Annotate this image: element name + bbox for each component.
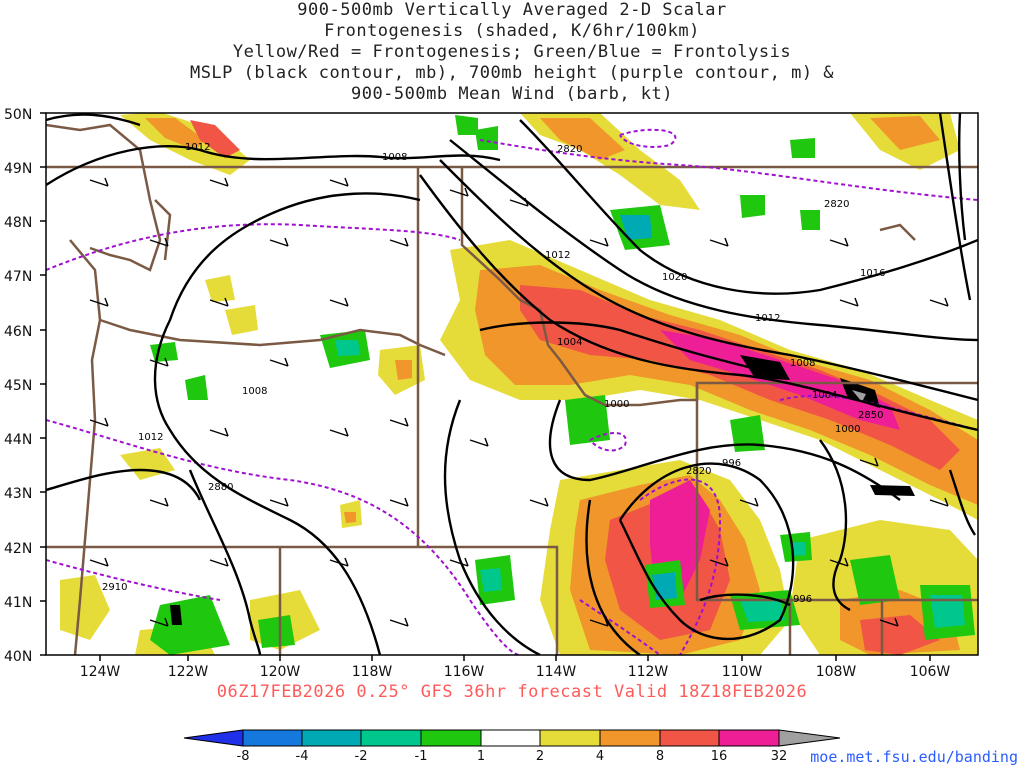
mslp-label: 1012 [138, 432, 163, 443]
lon-label: 118W [352, 664, 393, 680]
colorbar-cell [242, 729, 303, 747]
title-line: 900-500mb Vertically Averaged 2-D Scalar [297, 0, 727, 20]
lat-label: 47N [4, 269, 32, 285]
colorbar-min-arrow [183, 729, 244, 747]
mslp-label: 1000 [835, 424, 860, 435]
mslp-label: 1004 [812, 390, 837, 401]
height-label: 2910 [102, 582, 127, 593]
colorbar-label: 8 [656, 749, 664, 764]
lon-label: 114W [536, 664, 577, 680]
forecast-valid-time: 06Z17FEB2026 0.25° GFS 36hr forecast Val… [216, 682, 808, 702]
height-label: 2880 [208, 482, 233, 493]
latitude-axis: 50N 49N 48N 47N 46N 45N 44N 43N 42N 41N … [4, 107, 46, 665]
colorbar: -8 -4 -2 -1 1 2 4 8 16 32 [183, 729, 841, 764]
mslp-label: 1000 [604, 399, 629, 410]
colorbar-label: 4 [596, 749, 604, 764]
mslp-label: 1012 [185, 142, 210, 153]
height-label: 2820 [686, 466, 711, 477]
mslp-label: 996 [722, 458, 741, 469]
lat-label: 48N [4, 215, 32, 231]
colorbar-cell [539, 729, 601, 747]
colorbar-label: -8 [237, 749, 250, 764]
colorbar-label: 2 [536, 749, 544, 764]
title-line: MSLP (black contour, mb), 700mb height (… [189, 63, 835, 83]
colorbar-cell [659, 729, 720, 747]
mslp-label: 1020 [662, 272, 687, 283]
wind-barbs [89, 177, 949, 627]
lon-label: 124W [80, 664, 121, 680]
lat-label: 49N [4, 161, 32, 177]
colorbar-cell [420, 729, 482, 747]
mslp-label: 1008 [790, 358, 815, 369]
lat-label: 43N [4, 486, 32, 502]
lat-label: 50N [4, 107, 32, 123]
lon-label: 120W [260, 664, 301, 680]
lon-label: 122W [168, 664, 209, 680]
colorbar-label: -2 [355, 749, 368, 764]
height-label: 2820 [557, 144, 582, 155]
colorbar-cell [301, 729, 362, 747]
lon-label: 108W [816, 664, 857, 680]
mslp-label: 1012 [755, 313, 780, 324]
mslp-label: 1008 [242, 386, 267, 397]
lat-label: 45N [4, 378, 32, 394]
mslp-label: 1016 [860, 268, 885, 279]
lon-label: 112W [628, 664, 669, 680]
colorbar-label: 32 [771, 749, 788, 764]
mslp-label: 1012 [545, 250, 570, 261]
title-line: 900-500mb Mean Wind (barb, kt) [350, 84, 674, 104]
lat-label: 46N [4, 324, 32, 340]
source-credit-link[interactable]: moe.met.fsu.edu/banding [810, 748, 1018, 766]
longitude-axis: 124W 122W 120W 118W 116W 114W 112W 110W … [80, 655, 951, 680]
lon-label: 116W [444, 664, 485, 680]
mslp-label: 1004 [557, 337, 582, 348]
colorbar-cell [480, 729, 541, 747]
colorbar-label: 1 [477, 749, 485, 764]
lon-label: 106W [910, 664, 951, 680]
height-label: 2850 [858, 410, 883, 421]
colorbar-cell [360, 729, 422, 747]
height-contours [46, 128, 978, 655]
lat-label: 42N [4, 541, 32, 557]
colorbar-label: -1 [415, 749, 428, 764]
title-line: Yellow/Red = Frontogenesis; Green/Blue =… [232, 42, 792, 62]
height-label: 2820 [824, 199, 849, 210]
colorbar-label: 16 [711, 749, 728, 764]
lon-label: 110W [722, 664, 763, 680]
lat-label: 41N [4, 595, 32, 611]
colorbar-cell [599, 729, 661, 747]
colorbar-max-arrow [778, 729, 841, 747]
title-line: Frontogenesis (shaded, K/6hr/100km) [324, 21, 700, 41]
lat-label: 40N [4, 649, 32, 665]
mslp-label: 1008 [382, 152, 407, 163]
mslp-contours [46, 113, 978, 655]
contour-labels: 1012 1008 1012 1020 1016 1012 1004 1008 … [102, 142, 885, 605]
colorbar-label: -4 [296, 749, 309, 764]
mslp-label: 996 [793, 594, 812, 605]
map-title: 900-500mb Vertically Averaged 2-D Scalar… [0, 0, 1024, 105]
frontolysis-shading [150, 115, 975, 655]
political-borders [46, 123, 978, 655]
lat-label: 44N [4, 432, 32, 448]
